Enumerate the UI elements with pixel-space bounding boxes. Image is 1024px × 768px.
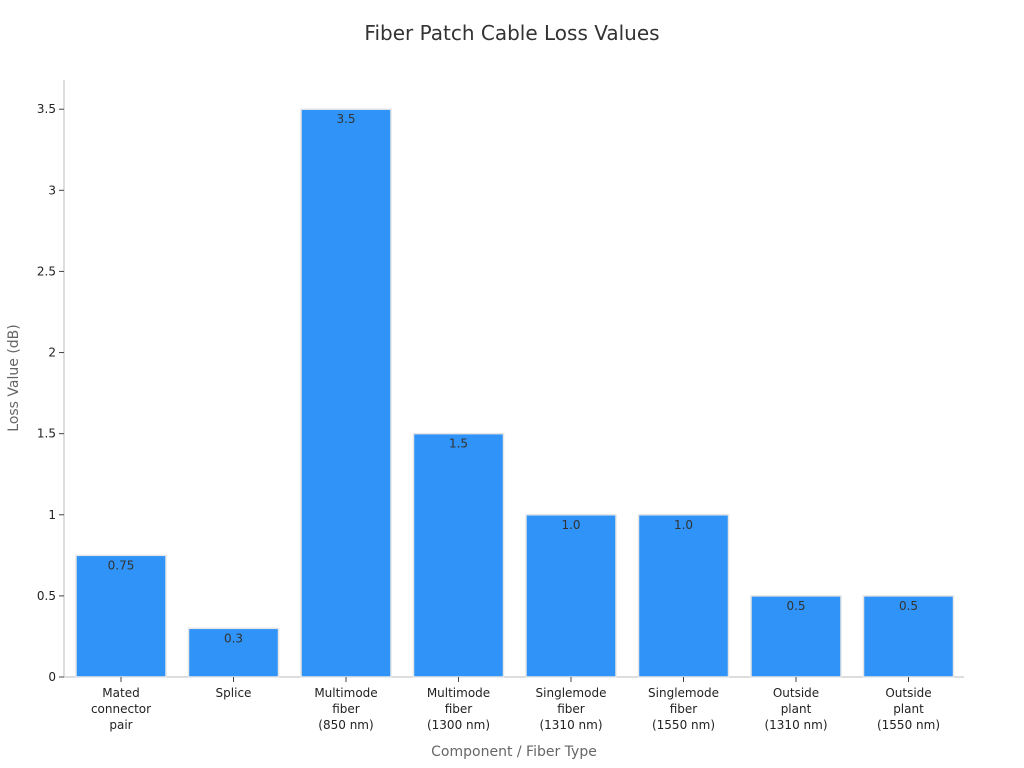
data-label: 0.75 [108,558,135,572]
y-tick-label: 0 [48,670,56,684]
x-tick-label-line: Outside [885,686,931,700]
bar [75,554,167,678]
y-axis-ticks: 0 0.5 1 1.5 2 2.5 3 3.5 [37,102,64,684]
x-tick-label: Multimode fiber (1300 nm) [427,686,490,732]
data-label: 1.0 [561,518,580,532]
x-tick-label-line: Outside [773,686,819,700]
x-tick-label-line: fiber [557,702,585,716]
x-tick-label: Outside plant (1550 nm) [877,686,940,732]
plot-area: 00.511.522.533.5 0.750.33.51.51.0 1.00.5 0… [37,80,964,732]
y-tick-label: 3 [48,183,56,197]
data-labels: 0.75 0.3 3.5 1.5 1.0 1.0 0.5 0.5 [108,112,918,645]
bar [525,514,617,678]
y-axis-label: Loss Value (dB) [6,324,22,431]
x-tick-label-line: Multimode [314,686,377,700]
data-label: 0.3 [224,631,243,645]
data-label: 3.5 [336,112,355,126]
x-tick-label-line: fiber [332,702,360,716]
y-tick-label: 0.5 [37,589,56,603]
y-tick-label: 1.5 [37,427,56,441]
x-tick-label-line: (1550 nm) [877,718,940,732]
x-tick-label-line: plant [893,702,924,716]
x-tick-label-line: plant [781,702,812,716]
y-tick-label: 1 [48,508,56,522]
x-tick-label: Mated connector pair [91,686,151,732]
x-tick-label-line: pair [109,718,132,732]
x-tick-label: Splice [216,686,252,700]
x-tick-label-line: fiber [670,702,698,716]
x-tick-label-line: connector [91,702,151,716]
x-tick-label-line: (1310 nm) [764,718,827,732]
x-tick-label-line: Splice [216,686,252,700]
data-label: 0.5 [786,599,805,613]
x-tick-label: Outside plant (1310 nm) [764,686,827,732]
x-tick-label-line: (1310 nm) [539,718,602,732]
x-axis-ticks: Mated connector pair Splice Multimode fiber (8… [91,677,940,732]
x-tick-label-line: (850 nm) [318,718,373,732]
x-tick-label-line: (1550 nm) [652,718,715,732]
x-tick-label-line: Multimode [427,686,490,700]
x-axis-label: Component / Fiber Type [431,744,597,760]
data-label: 1.5 [449,437,468,451]
bar [412,432,505,678]
y-tick-label: 3.5 [37,102,56,116]
y-tick-label: 2.5 [37,264,56,278]
x-tick-label: Multimode fiber (850 nm) [314,686,377,732]
x-tick-label-line: Mated [102,686,139,700]
data-label: 0.5 [899,599,918,613]
x-tick-label-line: Singlemode [536,686,607,700]
bar [637,514,730,678]
bar [300,108,392,678]
bar [750,595,842,678]
x-tick-label-line: fiber [445,702,473,716]
bar [187,627,280,678]
x-tick-label: Singlemode fiber (1310 nm) [536,686,607,732]
y-tick-label: 2 [48,346,56,360]
x-tick-label-line: Singlemode [648,686,719,700]
data-label: 1.0 [674,518,693,532]
x-tick-label: Singlemode fiber (1550 nm) [648,686,719,732]
bars [75,108,955,678]
x-tick-label-line: (1300 nm) [427,718,490,732]
chart-title: Fiber Patch Cable Loss Values [364,21,659,45]
